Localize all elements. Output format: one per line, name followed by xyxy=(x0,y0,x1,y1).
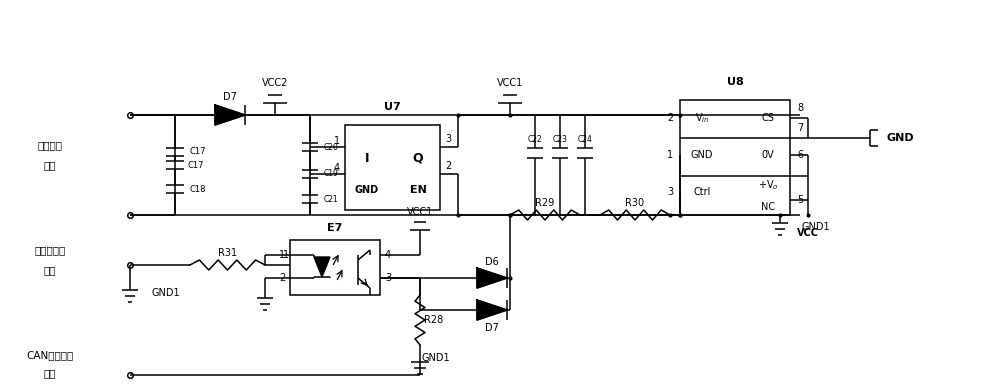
Text: E7: E7 xyxy=(327,223,343,233)
Text: C17: C17 xyxy=(187,160,204,170)
Text: EN: EN xyxy=(410,185,426,195)
Text: C19: C19 xyxy=(324,170,339,179)
Text: U7: U7 xyxy=(384,102,401,112)
Text: D6: D6 xyxy=(485,257,499,267)
Text: D7: D7 xyxy=(485,323,499,333)
Text: VCC2: VCC2 xyxy=(262,78,288,88)
Text: C18: C18 xyxy=(189,185,206,194)
Text: V$_{in}$: V$_{in}$ xyxy=(695,111,709,125)
Bar xyxy=(345,125,440,210)
Text: C23: C23 xyxy=(553,136,567,145)
Text: R30: R30 xyxy=(625,198,645,208)
Polygon shape xyxy=(215,105,245,125)
Text: 6: 6 xyxy=(797,150,803,160)
Text: C21: C21 xyxy=(324,194,339,203)
Text: 中央控制器: 中央控制器 xyxy=(34,245,66,255)
Text: 0V: 0V xyxy=(762,150,774,160)
Text: 3: 3 xyxy=(667,187,673,197)
Text: 单元: 单元 xyxy=(44,368,56,378)
Polygon shape xyxy=(477,300,507,320)
Text: R31: R31 xyxy=(218,248,237,258)
Text: VCC1: VCC1 xyxy=(407,207,433,217)
Text: C17: C17 xyxy=(189,147,206,156)
Text: 1: 1 xyxy=(667,150,673,160)
Text: CS: CS xyxy=(762,113,774,123)
Text: C24: C24 xyxy=(578,136,592,145)
Text: Q: Q xyxy=(413,151,423,165)
Text: 2: 2 xyxy=(667,113,673,123)
Text: 5: 5 xyxy=(797,195,803,205)
Text: 对外接口: 对外接口 xyxy=(38,140,62,150)
Text: GND1: GND1 xyxy=(152,288,181,298)
Text: U8: U8 xyxy=(727,77,743,87)
Text: VCC: VCC xyxy=(797,228,819,238)
Text: +V$_o$: +V$_o$ xyxy=(758,178,778,192)
Text: C22: C22 xyxy=(528,136,542,145)
Text: 2: 2 xyxy=(445,161,451,171)
Text: 1: 1 xyxy=(334,136,340,146)
Text: 4: 4 xyxy=(385,250,391,260)
Text: 7: 7 xyxy=(797,123,803,133)
Text: 4: 4 xyxy=(334,163,340,173)
Text: GND: GND xyxy=(355,185,379,195)
Text: D7: D7 xyxy=(223,92,237,102)
Text: NC: NC xyxy=(761,202,775,212)
Text: 单元: 单元 xyxy=(44,160,56,170)
Text: Ctrl: Ctrl xyxy=(693,187,711,197)
Polygon shape xyxy=(477,268,507,288)
Text: 3: 3 xyxy=(445,134,451,144)
Text: R28: R28 xyxy=(424,315,444,325)
Text: CAN驱动电路: CAN驱动电路 xyxy=(26,350,74,360)
Bar xyxy=(680,100,790,215)
Text: GND1: GND1 xyxy=(802,222,831,232)
Text: I: I xyxy=(365,151,369,165)
Text: 8: 8 xyxy=(797,103,803,113)
Text: 2: 2 xyxy=(279,273,285,283)
Text: 1: 1 xyxy=(279,250,285,260)
Text: 3: 3 xyxy=(385,273,391,283)
Text: GND1: GND1 xyxy=(422,353,451,363)
Text: C20: C20 xyxy=(324,142,339,151)
Text: GND: GND xyxy=(691,150,713,160)
Text: R29: R29 xyxy=(535,198,555,208)
Text: GND: GND xyxy=(886,133,914,143)
Text: 单元: 单元 xyxy=(44,265,56,275)
Polygon shape xyxy=(314,257,330,277)
Text: VCC1: VCC1 xyxy=(497,78,523,88)
Text: 1: 1 xyxy=(283,250,289,260)
Bar xyxy=(290,240,380,295)
